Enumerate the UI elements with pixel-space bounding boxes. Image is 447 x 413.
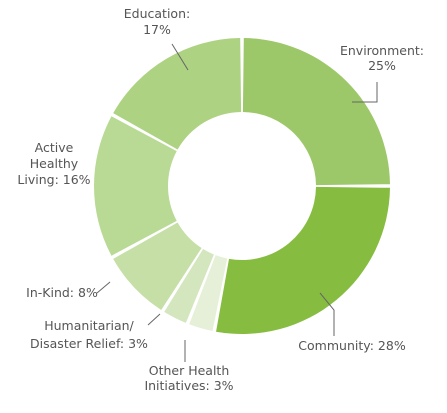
slices [94, 38, 390, 335]
slice-other-health-initiatives [189, 255, 228, 332]
label-active-healthy-living: Active Healthy Living: 16% [17, 140, 90, 187]
leader-lines [96, 43, 378, 362]
slice-active-healthy-living [94, 116, 177, 256]
slice-education [113, 38, 242, 150]
label-in-kind: In-Kind: 8% [26, 285, 98, 300]
leader-line-in-kind [96, 281, 111, 294]
label-humanitarian-disaster-relief: Humanitarian/Disaster Relief: 3% [30, 318, 148, 351]
slice-in-kind [113, 222, 202, 310]
label-other-health-initiatives: Other Health Initiatives: 3% [144, 363, 233, 393]
slice-community [216, 186, 390, 335]
leader-line-environment [352, 82, 378, 103]
label-community: Community: 28% [298, 338, 406, 353]
leader-line-humanitarian-disaster-relief [147, 313, 161, 326]
label-environment: Environment: 25% [340, 43, 424, 73]
label-education: Education: 17% [124, 6, 190, 37]
slice-humanitarian-disaster-relief [164, 248, 214, 323]
slice-environment [242, 38, 390, 186]
leader-line-community [319, 292, 335, 336]
slice-labels: Environment: 25% Community: 28% Other Healt… [17, 6, 424, 393]
leader-line-education [171, 43, 189, 71]
